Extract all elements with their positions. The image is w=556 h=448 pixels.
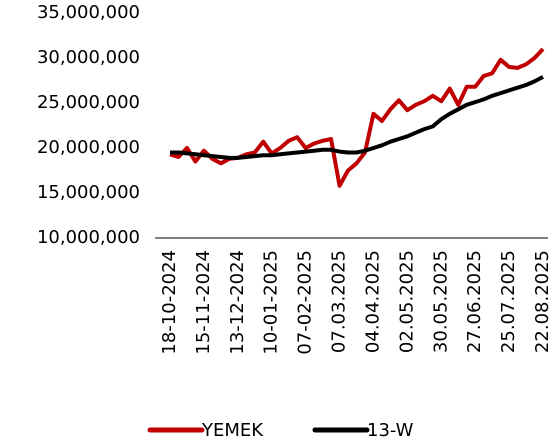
y-tick-label: 25,000,000 bbox=[37, 92, 140, 113]
series-line bbox=[170, 75, 544, 160]
y-tick-label: 20,000,000 bbox=[37, 137, 140, 158]
x-tick-label: 07-02-2025 bbox=[295, 250, 316, 355]
x-tick-label: 18-10-2024 bbox=[159, 250, 180, 355]
y-tick-label: 10,000,000 bbox=[37, 227, 140, 248]
legend-label: YEMEK bbox=[201, 420, 264, 441]
x-tick-label: 04.04.2025 bbox=[362, 250, 383, 353]
x-tick-label: 25.07.2025 bbox=[498, 250, 519, 353]
y-tick-label: 30,000,000 bbox=[37, 47, 140, 68]
x-tick-label: 30.05.2025 bbox=[430, 250, 451, 353]
y-tick-label: 35,000,000 bbox=[37, 2, 140, 23]
legend-label: 13-W bbox=[367, 420, 414, 441]
x-tick-label: 10-01-2025 bbox=[261, 250, 282, 355]
series-line bbox=[169, 47, 545, 188]
x-tick-label: 07.03.2025 bbox=[329, 250, 350, 353]
x-tick-label: 02.05.2025 bbox=[396, 250, 417, 353]
y-tick-label: 15,000,000 bbox=[37, 182, 140, 203]
x-tick-label: 27.06.2025 bbox=[464, 250, 485, 353]
x-tick-label: 13-12-2024 bbox=[227, 250, 248, 355]
x-tick-label: 22.08.2025 bbox=[532, 250, 553, 353]
x-tick-label: 15-11-2024 bbox=[193, 250, 214, 355]
